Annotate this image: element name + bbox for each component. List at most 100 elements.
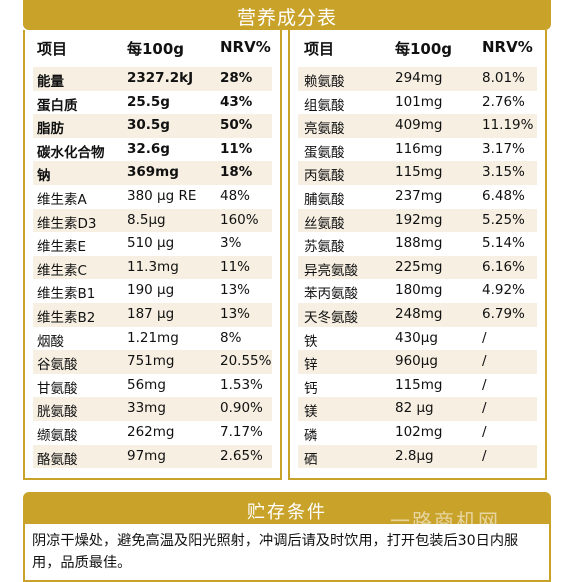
nutrient-nrv: / xyxy=(482,329,487,346)
nutrient-nrv: / xyxy=(482,400,487,417)
nutrient-amount: 294mg xyxy=(395,70,443,86)
nutrient-nrv: 6.48% xyxy=(482,187,525,204)
storage-title: 贮存条件 xyxy=(247,502,327,523)
nutrient-nrv: 18% xyxy=(220,164,253,181)
nutrition-title: 营养成分表 xyxy=(236,7,337,29)
nutrient-name: 维生素B1 xyxy=(37,286,96,303)
nutrient-amount: 237mg xyxy=(395,187,443,204)
table-row: 脂肪 30.5g 50% xyxy=(33,114,272,138)
table-row: 甘氨酸 56mg 1.53% xyxy=(33,374,272,398)
nutrient-nrv: 6.79% xyxy=(482,305,525,322)
nutrient-name: 能量 xyxy=(37,74,64,90)
nutrient-amount: 190 μg xyxy=(127,282,175,299)
nutrient-name: 酪氨酸 xyxy=(37,451,78,468)
nutrient-name: 丝氨酸 xyxy=(304,215,345,232)
table-row: 异亮氨酸 225mg 6.16% xyxy=(298,255,537,280)
nutrient-name: 谷氨酸 xyxy=(37,357,78,374)
nutrient-name: 维生素C xyxy=(37,262,87,279)
nutrient-nrv: / xyxy=(482,353,487,370)
nutrient-name: 镁 xyxy=(304,404,318,421)
table-row: 丝氨酸 192mg 5.25% xyxy=(298,208,537,233)
header-item: 项目 xyxy=(304,40,335,58)
table-row: 胱氨酸 33mg 0.90% xyxy=(33,397,272,421)
table-row: 硒 2.8μg / xyxy=(298,444,537,469)
nutrient-amount: 32.6g xyxy=(127,140,170,157)
nutrient-name: 组氨酸 xyxy=(304,97,345,114)
nutrient-amount: 1.21mg xyxy=(127,329,179,346)
nutrient-nrv: 43% xyxy=(220,93,253,110)
table-row: 酪氨酸 97mg 2.65% xyxy=(33,444,272,469)
nutrient-amount: 409mg xyxy=(395,117,443,134)
nutrient-nrv: 8.01% xyxy=(482,70,525,86)
nutrient-name: 天冬氨酸 xyxy=(304,309,358,326)
nutrient-amount: 97mg xyxy=(127,447,166,464)
table-row: 烟酸 1.21mg 8% xyxy=(33,327,272,351)
nutrient-nrv: 6.16% xyxy=(482,258,525,275)
nutrient-amount: 115mg xyxy=(395,376,443,393)
table-header: 项目 每100g NRV% xyxy=(25,30,280,67)
nutrient-amount: 380 μg RE xyxy=(127,187,197,204)
table-body-right: 赖氨酸 294mg 8.01% 组氨酸 101mg 2.76% 亮氨酸 409mg 11.19%… xyxy=(298,67,537,469)
nutrient-nrv: 20.55% xyxy=(220,353,272,370)
header-nrv: NRV% xyxy=(482,38,533,56)
table-row: 苯丙氨酸 180mg 4.92% xyxy=(298,279,537,303)
table-row: 天冬氨酸 248mg 6.79% xyxy=(298,302,537,327)
header-nrv: NRV% xyxy=(220,38,271,56)
nutrient-amount: 116mg xyxy=(395,140,443,157)
table-row: 铁 430μg / xyxy=(298,327,537,351)
nutrient-nrv: 3.15% xyxy=(482,164,525,181)
nutrition-table-right: 项目 每100g NRV% 赖氨酸 294mg 8.01% 组氨酸 101mg 2.76%… xyxy=(288,30,547,480)
storage-section: 贮存条件 阴凉干燥处，避免高温及阳光照射，冲调后请及时饮用，打开包装后30日内服… xyxy=(23,492,551,582)
nutrient-nrv: 50% xyxy=(220,117,253,134)
nutrient-nrv: 2.65% xyxy=(220,447,263,464)
table-row: 维生素D3 8.5μg 160% xyxy=(33,208,272,233)
table-row: 磷 102mg / xyxy=(298,421,537,445)
nutrient-amount: 82 μg xyxy=(395,400,434,417)
nutrient-amount: 192mg xyxy=(395,211,443,228)
nutrient-name: 亮氨酸 xyxy=(304,121,345,138)
table-row: 维生素B2 187 μg 13% xyxy=(33,302,272,327)
nutrient-nrv: / xyxy=(482,376,487,393)
nutrient-name: 脂肪 xyxy=(37,121,64,138)
nutrient-amount: 751mg xyxy=(127,353,175,370)
table-row: 蛋白质 25.5g 43% xyxy=(33,91,272,115)
nutrient-nrv: 11% xyxy=(220,258,251,275)
nutrient-nrv: 11% xyxy=(220,140,253,157)
table-row: 钙 115mg / xyxy=(298,374,537,398)
nutrient-nrv: 3.17% xyxy=(482,140,525,157)
table-row: 缬氨酸 262mg 7.17% xyxy=(33,421,272,445)
nutrient-nrv: 4.92% xyxy=(482,282,525,299)
header-per100g: 每100g xyxy=(127,40,185,58)
nutrient-amount: 56mg xyxy=(127,376,166,393)
nutrient-nrv: 1.53% xyxy=(220,376,263,393)
nutrient-name: 甘氨酸 xyxy=(37,380,78,397)
nutrient-amount: 30.5g xyxy=(127,117,170,134)
nutrient-name: 钙 xyxy=(304,380,318,397)
nutrient-name: 维生素D3 xyxy=(37,215,97,232)
nutrient-amount: 2.8μg xyxy=(395,447,434,464)
table-row: 亮氨酸 409mg 11.19% xyxy=(298,114,537,138)
nutrient-name: 铁 xyxy=(304,333,318,350)
nutrient-nrv: 160% xyxy=(220,211,259,228)
storage-title-banner: 贮存条件 xyxy=(25,494,549,524)
nutrient-nrv: / xyxy=(482,447,487,464)
table-row: 赖氨酸 294mg 8.01% xyxy=(298,67,537,91)
nutrient-amount: 8.5μg xyxy=(127,211,166,228)
nutrient-amount: 960μg xyxy=(395,353,438,370)
nutrient-nrv: 8% xyxy=(220,329,242,346)
nutrient-name: 胱氨酸 xyxy=(37,404,78,421)
nutrient-name: 蛋氨酸 xyxy=(304,144,345,161)
table-row: 锌 960μg / xyxy=(298,350,537,374)
nutrient-name: 丙氨酸 xyxy=(304,168,345,185)
nutrient-nrv: 11.19% xyxy=(482,117,534,134)
nutrient-nrv: 3% xyxy=(220,235,242,252)
nutrient-amount: 187 μg xyxy=(127,305,175,322)
nutrient-name: 烟酸 xyxy=(37,333,64,350)
nutrient-nrv: 13% xyxy=(220,282,251,299)
nutrient-amount: 115mg xyxy=(395,164,443,181)
table-body-left: 能量 2327.2kJ 28% 蛋白质 25.5g 43% 脂肪 30.5g 50% 碳水化合物 3… xyxy=(33,67,272,469)
nutrient-amount: 180mg xyxy=(395,282,443,299)
nutrient-amount: 25.5g xyxy=(127,93,170,110)
nutrient-name: 维生素A xyxy=(37,191,87,208)
storage-text: 阴凉干燥处，避免高温及阳光照射，冲调后请及时饮用，打开包装后30日内服用，品质最… xyxy=(32,533,519,571)
